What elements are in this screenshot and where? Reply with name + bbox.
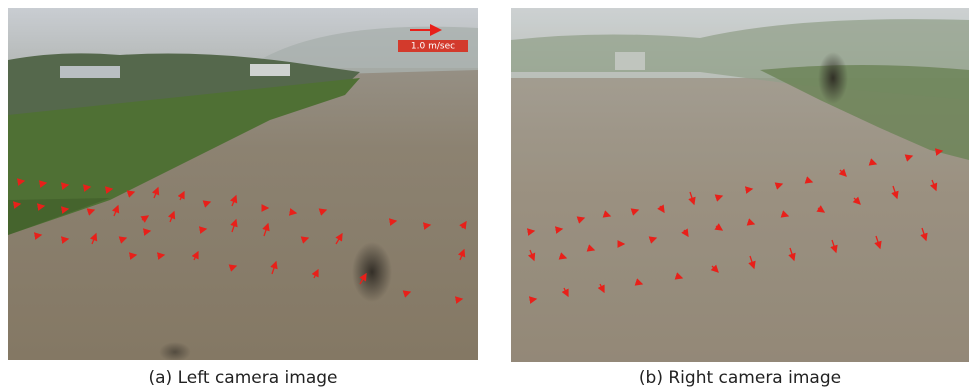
figure: 1.0 m/sec (a) Left camera image (b) Righ… (0, 0, 971, 390)
scale-label: 1.0 m/sec (411, 42, 455, 52)
left-photo: 1.0 m/sec (8, 8, 478, 362)
page: {"figure": { "left": {"scale_label": "1.… (0, 0, 971, 390)
caption: (b) Right camera image (639, 368, 841, 388)
right-photo (511, 8, 969, 362)
caption: (a) Left camera image (148, 368, 337, 388)
